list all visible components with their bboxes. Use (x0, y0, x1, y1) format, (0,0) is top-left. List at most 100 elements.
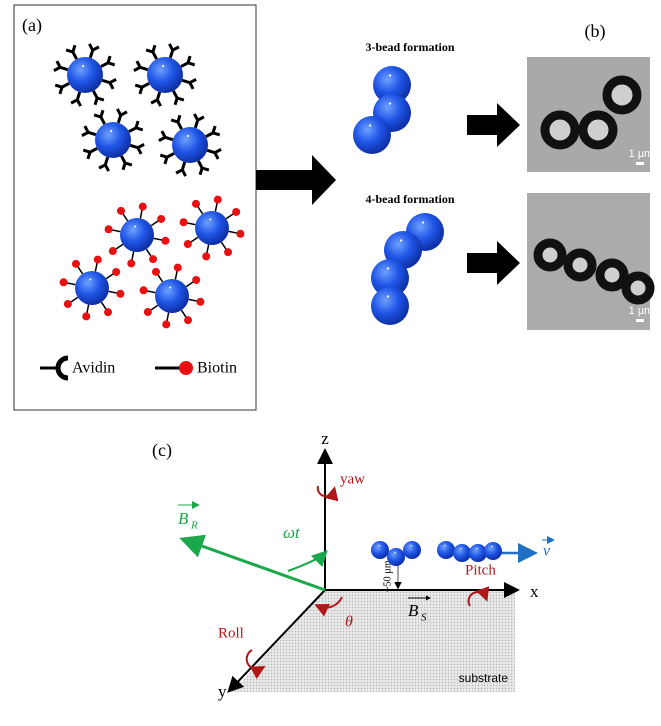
micro-bead (538, 243, 562, 267)
biotin (236, 230, 244, 238)
bead-highlight (400, 239, 402, 241)
bead (387, 548, 405, 566)
arrow (256, 155, 336, 205)
bead-highlight (162, 65, 164, 67)
bead (75, 271, 109, 305)
biotin (94, 256, 102, 264)
biotin (60, 278, 68, 286)
bead-highlight (169, 286, 171, 288)
biotin (149, 255, 157, 263)
bead-highlight (389, 102, 391, 104)
biotin (64, 300, 72, 308)
bead-highlight (410, 545, 412, 547)
bead-highlight (394, 552, 396, 554)
biotin (184, 240, 192, 248)
legend-label: Avidin (72, 360, 115, 377)
micro-bead (545, 115, 575, 145)
bead-highlight (209, 218, 211, 220)
biotin (192, 200, 200, 208)
biotin (224, 248, 232, 256)
substrate-label: substrate (459, 671, 509, 685)
roll-label: Roll (218, 625, 244, 641)
biotin (180, 218, 188, 226)
biotin (184, 316, 192, 324)
bead (195, 211, 229, 245)
bead (484, 542, 502, 560)
bead-highlight (460, 548, 462, 550)
caption: 4-bead formation (366, 192, 455, 206)
micro-bead (626, 276, 650, 300)
bead (403, 541, 421, 559)
scale-bar (636, 162, 644, 165)
arrow (467, 241, 520, 285)
panel-label: (a) (22, 15, 42, 36)
theta-label: θ (345, 614, 353, 631)
bead-highlight (134, 225, 136, 227)
bead-highlight (387, 295, 389, 297)
micro-bead (607, 80, 637, 110)
biotin (104, 308, 112, 316)
arrow (467, 103, 520, 147)
biotin (232, 208, 240, 216)
omega-label: ωt (283, 523, 301, 542)
biotin (116, 290, 124, 298)
panel-label: (b) (585, 21, 606, 42)
biotin (144, 308, 152, 316)
biotin (174, 264, 182, 272)
caption: 3-bead formation (366, 40, 455, 54)
scale-bar (636, 319, 644, 322)
bead (353, 116, 391, 154)
bead-highlight (389, 74, 391, 76)
axis-label: z (321, 429, 329, 448)
biotin (162, 320, 170, 328)
bead-highlight (422, 221, 424, 223)
b-r-label: R (190, 520, 198, 532)
micro-bead (568, 253, 592, 277)
axis-label: x (530, 582, 539, 601)
biotin (117, 207, 125, 215)
b-r-label: B (178, 509, 189, 528)
bead-highlight (378, 545, 380, 547)
scale-label: 1 µm (629, 148, 654, 160)
panel-label: (c) (152, 440, 172, 461)
omega-arc (288, 553, 325, 571)
bead-highlight (369, 124, 371, 126)
legend-label: Biotin (197, 360, 237, 377)
bead (371, 541, 389, 559)
biotin (109, 247, 117, 255)
biotin (105, 225, 113, 233)
biotin (152, 268, 160, 276)
b-s-label: S (421, 612, 427, 624)
biotin (202, 252, 210, 260)
bead-highlight (82, 65, 84, 67)
biotin (139, 203, 147, 211)
figure: (a) Avidin Biotin 3-bead formation 4-bea… (0, 0, 661, 726)
biotin (112, 268, 120, 276)
bead-highlight (476, 548, 478, 550)
bead (453, 544, 471, 562)
bead (371, 287, 409, 325)
biotin (196, 298, 204, 306)
micro-bead (583, 115, 613, 145)
velocity-label: v (543, 543, 551, 560)
bead-highlight (89, 278, 91, 280)
biotin (214, 196, 222, 204)
bead-highlight (491, 546, 493, 548)
biotin (161, 237, 169, 245)
bead-highlight (444, 545, 446, 547)
pitch-label: Pitch (465, 562, 496, 578)
bead (67, 57, 103, 93)
biotin (127, 259, 135, 267)
b-s-label: B (408, 601, 419, 620)
bead-highlight (387, 267, 389, 269)
biotin (82, 312, 90, 320)
biotin (72, 260, 80, 268)
biotin (192, 276, 200, 284)
bead (147, 57, 183, 93)
scale-label: 1 µm (629, 305, 654, 317)
panel-a-frame (14, 5, 256, 410)
biotin (157, 215, 165, 223)
bead-highlight (187, 135, 189, 137)
micro-bead (600, 263, 624, 287)
biotin (140, 286, 148, 294)
